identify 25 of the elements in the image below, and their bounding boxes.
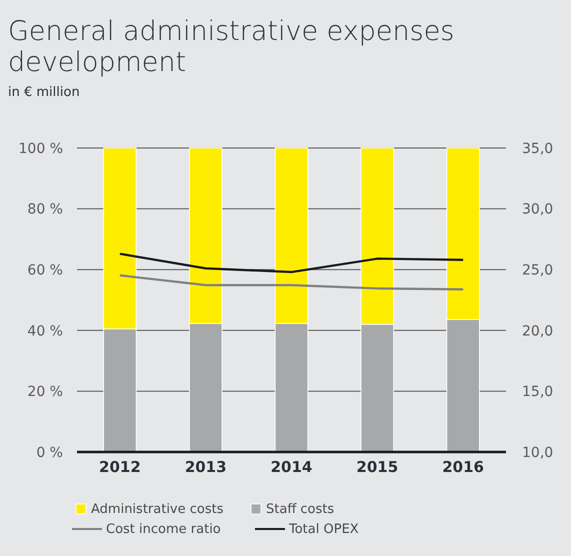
legend-label: Staff costs: [266, 502, 334, 517]
y-tick-label: 0 %: [36, 444, 63, 461]
legend-label: Cost income ratio: [106, 522, 221, 537]
x-tick-label: 2013: [184, 458, 227, 476]
x-tick-label: 2015: [356, 458, 398, 476]
y-tick-label: 20 %: [27, 384, 63, 400]
y-tick-label: 100 %: [18, 140, 63, 157]
y2-tick-label: 10,0: [522, 444, 554, 461]
y-tick-label: 60 %: [27, 262, 63, 278]
chart-subtitle: in € million: [8, 85, 80, 100]
y2-tick-label: 20,0: [522, 323, 554, 340]
y2-tick-label: 30,0: [522, 202, 554, 218]
line-series: [118, 252, 464, 274]
y2-tick-label: 25,0: [522, 262, 554, 278]
line-series: [118, 274, 464, 290]
x-tick-label: 2014: [270, 458, 312, 476]
y-tick-label: 40 %: [27, 323, 63, 340]
y-tick-label: 80 %: [27, 202, 63, 218]
x-tick-label: 2012: [99, 458, 141, 476]
legend-label: Administrative costs: [91, 502, 224, 517]
legend-label: Total OPEX: [288, 522, 359, 537]
x-tick-label: 2016: [442, 458, 484, 476]
y2-tick-label: 15,0: [522, 384, 554, 400]
y2-tick-label: 35,0: [522, 140, 554, 157]
chart-title: General administrative expenses development: [8, 16, 454, 78]
